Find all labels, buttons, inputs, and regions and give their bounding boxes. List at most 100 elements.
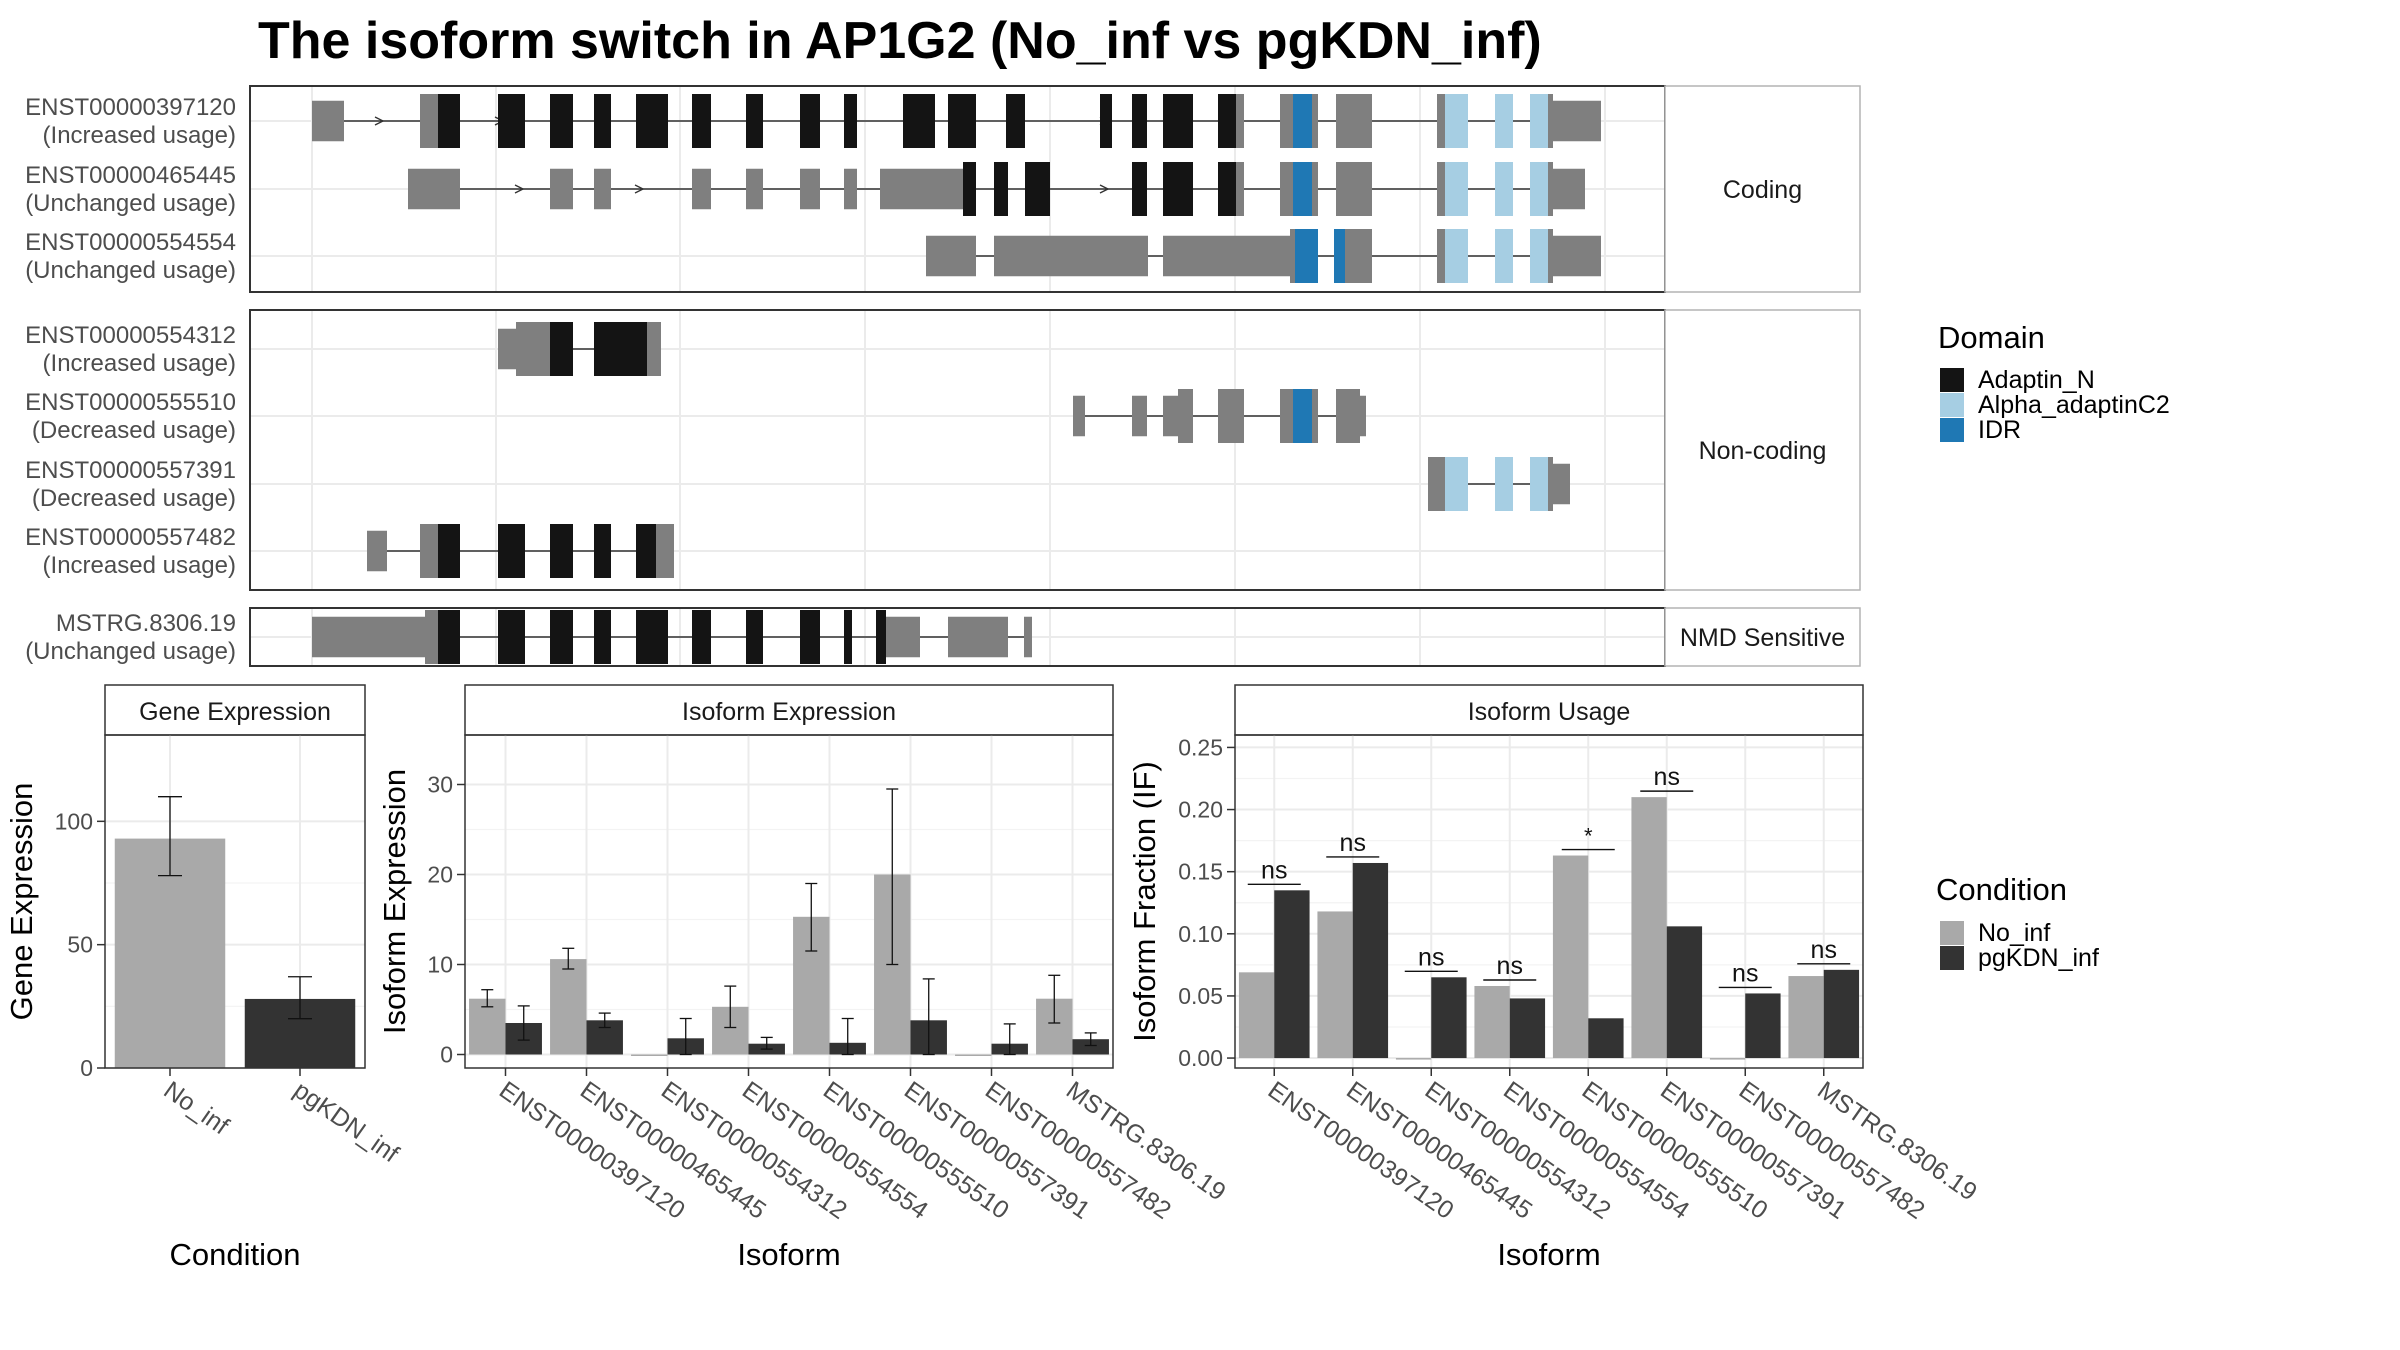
bar-pgKDN_inf-ENST00000554554 <box>1509 998 1546 1059</box>
facet-strip <box>1664 607 1861 667</box>
strand-arrow <box>514 184 525 194</box>
exon-block <box>594 168 611 210</box>
isoform-usage-label: (Unchanged usage) <box>25 257 236 284</box>
exon-block <box>1290 229 1295 283</box>
y-tick-label: 0.20 <box>1178 797 1223 823</box>
exon-block <box>1280 162 1293 216</box>
condition-legend-label: No_inf <box>1978 919 2050 947</box>
exon-block <box>498 524 525 578</box>
isoform-usage-label: (Unchanged usage) <box>25 190 236 217</box>
exon-block <box>647 322 661 376</box>
exon-block <box>1548 162 1553 216</box>
exon-block <box>800 94 820 148</box>
exon-block <box>994 235 1148 277</box>
exon-block <box>692 168 711 210</box>
y-axis-label: Isoform Expression <box>377 769 412 1034</box>
significance-label: ns <box>1811 936 1837 964</box>
exon-block <box>746 610 763 664</box>
bar-No_inf-ENST00000557482 <box>1709 1058 1746 1060</box>
condition-legend-swatch <box>1940 946 1964 970</box>
transcript-ENST00000554312 <box>498 322 661 376</box>
exon-block <box>1280 389 1293 443</box>
facet-strip <box>1664 309 1861 591</box>
bar-pgKDN_inf-MSTRG.8306.19 <box>1823 969 1860 1059</box>
x-axis-label: Isoform <box>1497 1237 1600 1272</box>
bar-No_inf-ENST00000554312 <box>1395 1058 1432 1060</box>
facet-strip-label: Non-coding <box>1699 437 1827 465</box>
isoform-id-label: ENST00000554554 <box>25 229 236 256</box>
exon-block <box>550 322 573 376</box>
exon-block <box>1312 389 1318 443</box>
exon-block <box>1132 395 1147 437</box>
exon-block <box>1163 395 1178 437</box>
exon-block <box>636 524 656 578</box>
exon-block <box>312 616 425 658</box>
structure-facet-2: MSTRG.8306.19(Unchanged usage) NMD Sensit… <box>25 607 1861 667</box>
exon-block <box>1530 94 1548 148</box>
isoform-usage-label: (Increased usage) <box>43 552 236 579</box>
exon-block <box>844 168 857 210</box>
exon-block <box>1428 457 1445 511</box>
structure-plot-area <box>250 310 1665 590</box>
bar-No_inf-ENST00000557391 <box>1631 797 1667 1059</box>
structure-facet-0: ENST00000397120(Increased usage) ENST0000… <box>25 85 1861 293</box>
exon-block <box>800 168 820 210</box>
condition-legend-swatch <box>1940 921 1964 945</box>
y-tick-label: 0 <box>440 1042 453 1068</box>
exon-block <box>994 162 1008 216</box>
exon-block <box>948 94 976 148</box>
transcript-ENST00000397120 <box>312 94 1601 148</box>
y-tick-label: 50 <box>67 932 93 958</box>
exon-block <box>1163 235 1290 277</box>
exon-block <box>1495 229 1513 283</box>
chart-panel-border <box>1234 734 1864 1069</box>
transcript-ENST00000557391 <box>1428 457 1570 511</box>
chart-panel-border <box>104 734 366 1069</box>
exon-block <box>312 100 344 142</box>
bar-No_inf-ENST00000554554 <box>1474 985 1510 1059</box>
exon-block <box>594 610 611 664</box>
chart-strip <box>104 684 366 736</box>
exon-block <box>1336 162 1372 216</box>
isoform-id-label: ENST00000465445 <box>25 162 236 189</box>
transcript-ENST00000555510 <box>1073 389 1366 443</box>
bar-pgKDN_inf-ENST00000555510 <box>1588 1018 1624 1059</box>
facet-strip <box>1664 85 1861 293</box>
exon-block <box>876 610 886 664</box>
y-tick-label: 0.05 <box>1178 983 1223 1009</box>
exon-block <box>1163 162 1193 216</box>
y-tick-label: 10 <box>427 952 453 978</box>
y-tick-label: 20 <box>427 862 453 888</box>
exon-block <box>1218 94 1236 148</box>
exon-block <box>948 616 1008 658</box>
strand-arrow <box>374 116 385 126</box>
y-axis-label: Gene Expression <box>4 783 39 1021</box>
isoform-id-label: ENST00000554312 <box>25 322 236 349</box>
exon-block <box>1236 94 1244 148</box>
chart-title: Gene Expression <box>139 698 331 726</box>
figure-title: The isoform switch in AP1G2 (No_inf vs p… <box>258 12 1542 70</box>
isoform-usage-label: (Decreased usage) <box>32 417 236 444</box>
exon-block <box>636 94 668 148</box>
exon-block <box>1293 94 1312 148</box>
exon-block <box>1553 100 1601 142</box>
exon-block <box>438 524 460 578</box>
exon-block <box>903 94 935 148</box>
transcript-ENST00000465445 <box>408 162 1585 216</box>
exon-block <box>692 94 711 148</box>
domain-legend-label: Adaptin_N <box>1978 366 2095 394</box>
y-tick-label: 0.00 <box>1178 1045 1223 1071</box>
isoform-usage-label: (Decreased usage) <box>32 485 236 512</box>
chart-title: Isoform Expression <box>682 698 896 726</box>
bar-pgKDN_inf-ENST00000554312 <box>1431 977 1467 1059</box>
exon-block <box>438 94 460 148</box>
exon-block <box>1548 457 1553 511</box>
exon-block <box>800 610 820 664</box>
domain-legend-swatch <box>1940 418 1964 442</box>
y-tick-label: 100 <box>55 808 93 834</box>
y-tick-label: 30 <box>427 772 453 798</box>
condition-legend-label: pgKDN_inf <box>1978 944 2099 972</box>
y-axis-label: Isoform Fraction (IF) <box>1127 761 1162 1042</box>
exon-block <box>1100 94 1112 148</box>
